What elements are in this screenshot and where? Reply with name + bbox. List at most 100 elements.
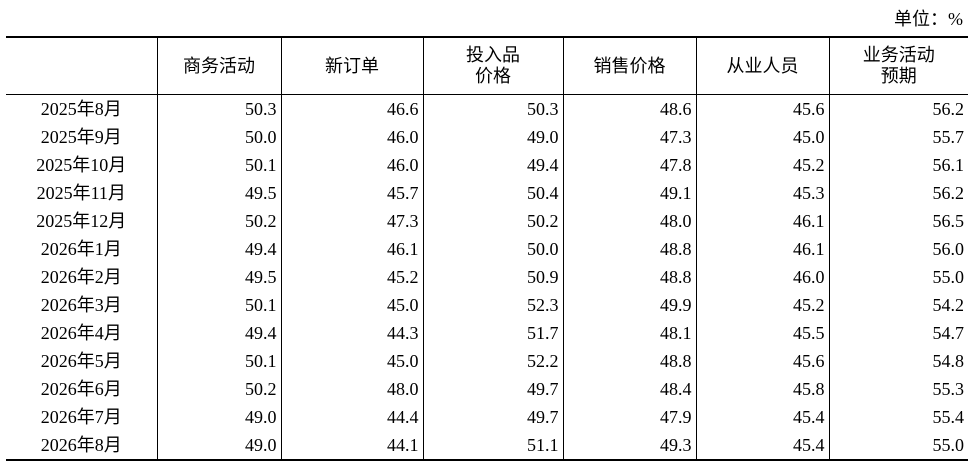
table-row: 2026年5月 50.1 45.0 52.2 48.8 45.6 54.8 (6, 347, 968, 375)
cell-business-expectations: 55.4 (828, 403, 968, 431)
cell-new-orders: 45.2 (280, 263, 423, 291)
cell-business-activity: 49.5 (156, 179, 281, 207)
header-business-activity: 商务活动 (156, 36, 281, 95)
cell-business-expectations: 56.2 (828, 94, 968, 123)
cell-business-activity: 49.0 (156, 403, 281, 431)
cell-sales-prices: 49.3 (562, 431, 696, 461)
cell-sales-prices: 48.8 (562, 235, 696, 263)
row-month-label: 2026年1月 (40, 239, 122, 259)
cell-sales-prices: 49.9 (562, 291, 696, 319)
cell-sales-prices: 48.8 (562, 347, 696, 375)
cell-employment: 45.6 (695, 347, 829, 375)
row-month-label: 2025年11月 (36, 183, 126, 203)
cell-sales-prices: 48.0 (562, 207, 696, 235)
table-row: 2025年9月 50.0 46.0 49.0 47.3 45.0 55.7 (6, 123, 968, 151)
row-month-label: 2026年6月 (40, 379, 122, 399)
cell-sales-prices: 48.8 (562, 263, 696, 291)
table-row: 2026年4月 49.4 44.3 51.7 48.1 45.5 54.7 (6, 319, 968, 347)
cell-business-activity: 50.1 (156, 291, 281, 319)
header-new-orders: 新订单 (280, 36, 423, 95)
row-month-label: 2026年7月 (40, 407, 122, 427)
row-month-label: 2025年10月 (36, 155, 127, 175)
cell-business-activity: 50.0 (156, 123, 281, 151)
cell-business-activity: 49.4 (156, 235, 281, 263)
table-row: 2025年8月 50.3 46.6 50.3 48.6 45.6 56.2 (6, 94, 968, 123)
cell-new-orders: 45.7 (280, 179, 423, 207)
cell-employment: 45.0 (695, 123, 829, 151)
cell-new-orders: 46.1 (280, 235, 423, 263)
cell-business-activity: 50.1 (156, 151, 281, 179)
cell-input-prices: 49.0 (422, 123, 563, 151)
table-header: 商务活动 新订单 投入品 价格 销售价格 从业人员 业务活动 预期 (6, 36, 968, 95)
row-month-label: 2025年12月 (36, 211, 127, 231)
row-month-label: 2026年4月 (40, 323, 122, 343)
table-row: 2025年11月 49.5 45.7 50.4 49.1 45.3 56.2 (6, 179, 968, 207)
cell-new-orders: 48.0 (280, 375, 423, 403)
cell-input-prices: 50.2 (422, 207, 563, 235)
cell-input-prices: 52.3 (422, 291, 563, 319)
cell-new-orders: 47.3 (280, 207, 423, 235)
cell-employment: 46.1 (695, 235, 829, 263)
cell-employment: 45.8 (695, 375, 829, 403)
cell-new-orders: 44.3 (280, 319, 423, 347)
cell-employment: 46.0 (695, 263, 829, 291)
cell-employment: 45.5 (695, 319, 829, 347)
cell-business-activity: 49.5 (156, 263, 281, 291)
cell-employment: 45.4 (695, 431, 829, 461)
cell-new-orders: 44.4 (280, 403, 423, 431)
table-body: 2025年8月 50.3 46.6 50.3 48.6 45.6 56.2 2025年9月 50… (6, 94, 968, 461)
row-month-label: 2026年8月 (6, 431, 157, 461)
cell-employment: 46.1 (695, 207, 829, 235)
table-row: 2026年1月 49.4 46.1 50.0 48.8 46.1 56.0 (6, 235, 968, 263)
cell-business-expectations: 55.0 (828, 431, 968, 461)
cell-new-orders: 44.1 (280, 431, 423, 461)
cell-employment: 45.6 (695, 94, 829, 123)
cell-business-expectations: 56.0 (828, 235, 968, 263)
cell-new-orders: 46.0 (280, 123, 423, 151)
cell-input-prices: 50.4 (422, 179, 563, 207)
cell-input-prices: 49.7 (422, 375, 563, 403)
cell-input-prices: 51.1 (422, 431, 563, 461)
cell-input-prices: 50.3 (422, 94, 563, 123)
cell-business-expectations: 55.3 (828, 375, 968, 403)
cell-input-prices: 51.7 (422, 319, 563, 347)
header-business-expectations: 业务活动 预期 (828, 36, 968, 95)
cell-sales-prices: 48.4 (562, 375, 696, 403)
cell-business-activity: 50.2 (156, 207, 281, 235)
cell-business-expectations: 54.8 (828, 347, 968, 375)
cell-employment: 45.4 (695, 403, 829, 431)
cell-business-expectations: 54.2 (828, 291, 968, 319)
cell-employment: 45.3 (695, 179, 829, 207)
table-row: 2026年6月 50.2 48.0 49.7 48.4 45.8 55.3 (6, 375, 968, 403)
cell-business-expectations: 54.7 (828, 319, 968, 347)
cell-input-prices: 49.7 (422, 403, 563, 431)
table-row: 2025年12月 50.2 47.3 50.2 48.0 46.1 56.5 (6, 207, 968, 235)
cell-input-prices: 49.4 (422, 151, 563, 179)
cell-business-expectations: 55.7 (828, 123, 968, 151)
table-row: 2026年7月 49.0 44.4 49.7 47.9 45.4 55.4 (6, 403, 968, 431)
header-corner (6, 36, 157, 95)
row-month-label: 2026年5月 (40, 351, 122, 371)
row-month-label: 2026年2月 (40, 267, 122, 287)
cell-business-activity: 49.0 (156, 431, 281, 461)
cell-new-orders: 46.0 (280, 151, 423, 179)
cell-business-expectations: 56.5 (828, 207, 968, 235)
row-month-label: 2025年9月 (40, 127, 122, 147)
cell-sales-prices: 49.1 (562, 179, 696, 207)
table-row: 2026年8月 49.0 44.1 51.1 49.3 45.4 55.0 (6, 431, 968, 461)
cell-sales-prices: 47.9 (562, 403, 696, 431)
cell-business-expectations: 56.2 (828, 179, 968, 207)
cell-new-orders: 45.0 (280, 347, 423, 375)
cell-new-orders: 46.6 (280, 94, 423, 123)
table-row: 2026年2月 49.5 45.2 50.9 48.8 46.0 55.0 (6, 263, 968, 291)
unit-label: 单位：% (894, 9, 963, 29)
cell-employment: 45.2 (695, 291, 829, 319)
cell-business-activity: 49.4 (156, 319, 281, 347)
cell-input-prices: 50.0 (422, 235, 563, 263)
header-employment: 从业人员 (695, 36, 829, 95)
cell-new-orders: 45.0 (280, 291, 423, 319)
cell-input-prices: 52.2 (422, 347, 563, 375)
header-sales-prices: 销售价格 (562, 36, 696, 95)
cell-sales-prices: 47.3 (562, 123, 696, 151)
cell-employment: 45.2 (695, 151, 829, 179)
